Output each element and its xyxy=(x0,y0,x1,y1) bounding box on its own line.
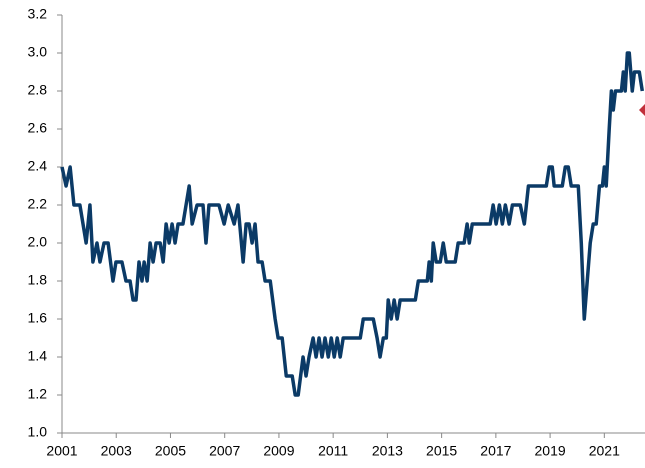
x-tick-label: 2001 xyxy=(46,443,77,459)
line xyxy=(60,51,645,397)
x-tick-label: 2015 xyxy=(426,443,457,459)
y-tick-label: 2.8 xyxy=(28,82,48,98)
x-tick-label: 2011 xyxy=(318,443,348,459)
y-tick-label: 2.6 xyxy=(28,120,48,136)
x-tick-label: 2017 xyxy=(480,443,511,459)
x-tick-label: 2003 xyxy=(101,443,132,459)
x-tick-label: 2019 xyxy=(535,443,566,459)
y-tick-label: 2.0 xyxy=(28,234,48,250)
y-tick-label: 1.2 xyxy=(28,386,48,402)
y-tick-label: 1.0 xyxy=(28,424,48,440)
y-tick-label: 2.2 xyxy=(28,196,48,212)
y-tick-label: 3.0 xyxy=(28,44,48,60)
x-tick-label: 2009 xyxy=(263,443,294,459)
y-tick-label: 1.6 xyxy=(28,310,48,326)
y-tick-label: 1.8 xyxy=(28,272,48,288)
y-tick-label: 2.4 xyxy=(28,158,48,174)
x-tick-label: 2021 xyxy=(589,443,620,459)
x-tick-label: 2007 xyxy=(209,443,240,459)
y-tick-label: 1.4 xyxy=(28,348,48,364)
y-tick-label: 3.2 xyxy=(28,6,48,22)
x-tick-label: 2005 xyxy=(155,443,186,459)
x-tick-label: 2013 xyxy=(372,443,403,459)
marker xyxy=(639,104,645,116)
